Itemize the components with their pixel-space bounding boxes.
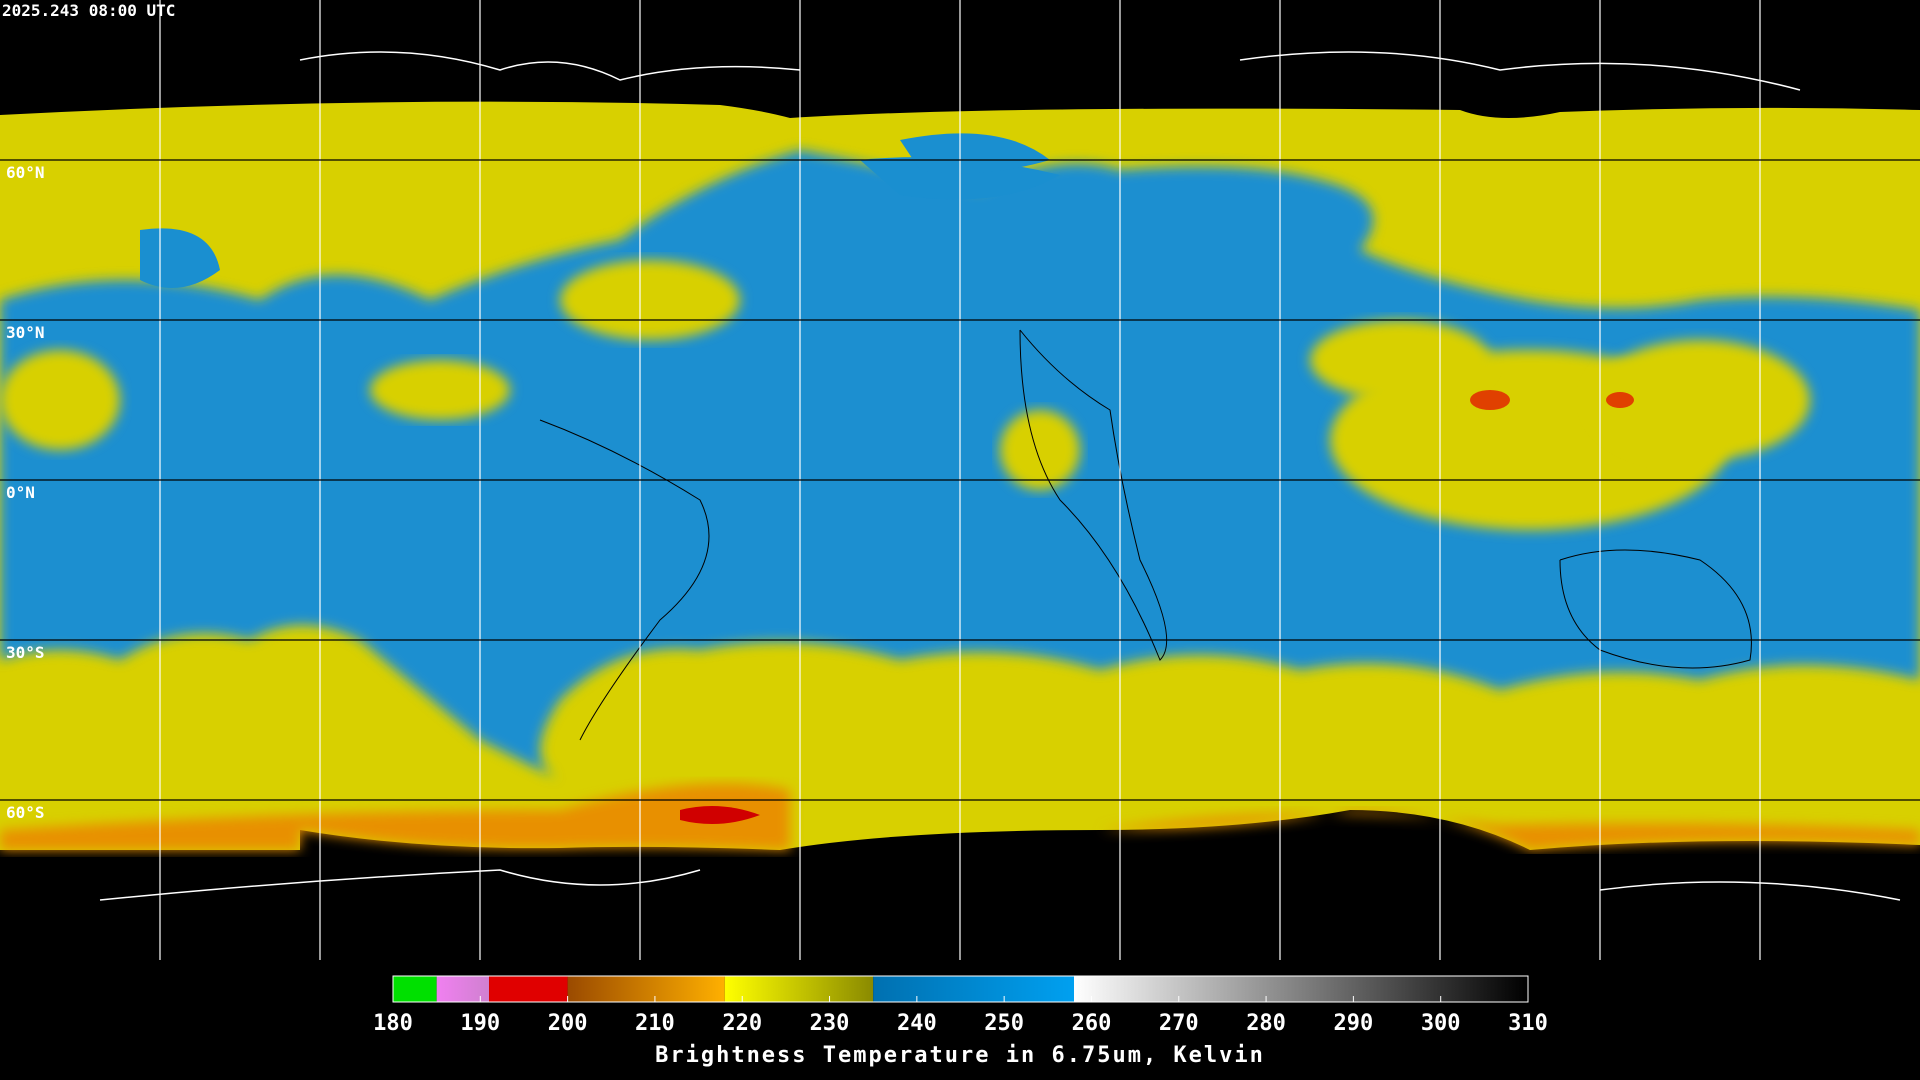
colorbar-segment <box>567 976 725 1002</box>
cold-band <box>0 783 790 850</box>
lat-label: 60°N <box>6 163 45 182</box>
colorbar-tick-label: 240 <box>897 1011 937 1036</box>
coastline <box>99 51 1901 901</box>
convection <box>1310 320 1490 400</box>
cold-band <box>1100 810 1920 850</box>
colorbar-tick-label: 280 <box>1246 1011 1286 1036</box>
colorbar-tick-label: 180 <box>373 1011 413 1036</box>
colorbar-tick-label: 220 <box>722 1011 762 1036</box>
convection <box>560 260 740 340</box>
colorbar-segment <box>489 976 568 1002</box>
lat-label: 30°S <box>6 643 45 662</box>
cold-top <box>1470 390 1510 410</box>
lat-label: 0°N <box>6 483 35 502</box>
colorbar-tick-label: 270 <box>1159 1011 1199 1036</box>
colorbar-segment <box>873 976 1074 1002</box>
colorbar-tick-label: 310 <box>1508 1011 1548 1036</box>
colorbar: 180 190 200 210 220 230 240 250 260 270 280 290 300 3… <box>373 975 1548 1036</box>
convection <box>0 350 120 450</box>
colorbar-tick-label: 300 <box>1421 1011 1461 1036</box>
colorbar-tick-label: 260 <box>1072 1011 1112 1036</box>
lat-label: 30°N <box>6 323 45 342</box>
colorbar-segment <box>1074 976 1528 1002</box>
colorbar-title: Brightness Temperature in 6.75um, Kelvin <box>655 1043 1265 1068</box>
colorbar-segment <box>393 976 437 1002</box>
colorbar-tick-label: 250 <box>984 1011 1024 1036</box>
colorbar-tick-label: 200 <box>548 1011 588 1036</box>
convection <box>1000 410 1080 490</box>
dry-air-patch <box>900 133 1050 174</box>
colorbar-tick-label: 210 <box>635 1011 675 1036</box>
convection <box>370 360 510 420</box>
coastline <box>539 329 1752 741</box>
cold-top <box>680 806 760 824</box>
colorbar-segment <box>436 976 490 1002</box>
lat-label: 60°S <box>6 803 45 822</box>
convection <box>1590 340 1810 460</box>
colorbar-frame <box>392 975 1529 1003</box>
colorbar-segment <box>724 976 874 1002</box>
graticule <box>159 0 1761 960</box>
timestamp: 2025.243 08:00 UTC <box>2 1 175 20</box>
colorbar-tick-label: 230 <box>810 1011 850 1036</box>
cold-top <box>1606 392 1634 408</box>
colorbar-tick-label: 190 <box>460 1011 500 1036</box>
colorbar-tick-label: 290 <box>1334 1011 1374 1036</box>
lat-labels: 60°N 30°N 0°N 30°S 60°S <box>6 163 45 822</box>
